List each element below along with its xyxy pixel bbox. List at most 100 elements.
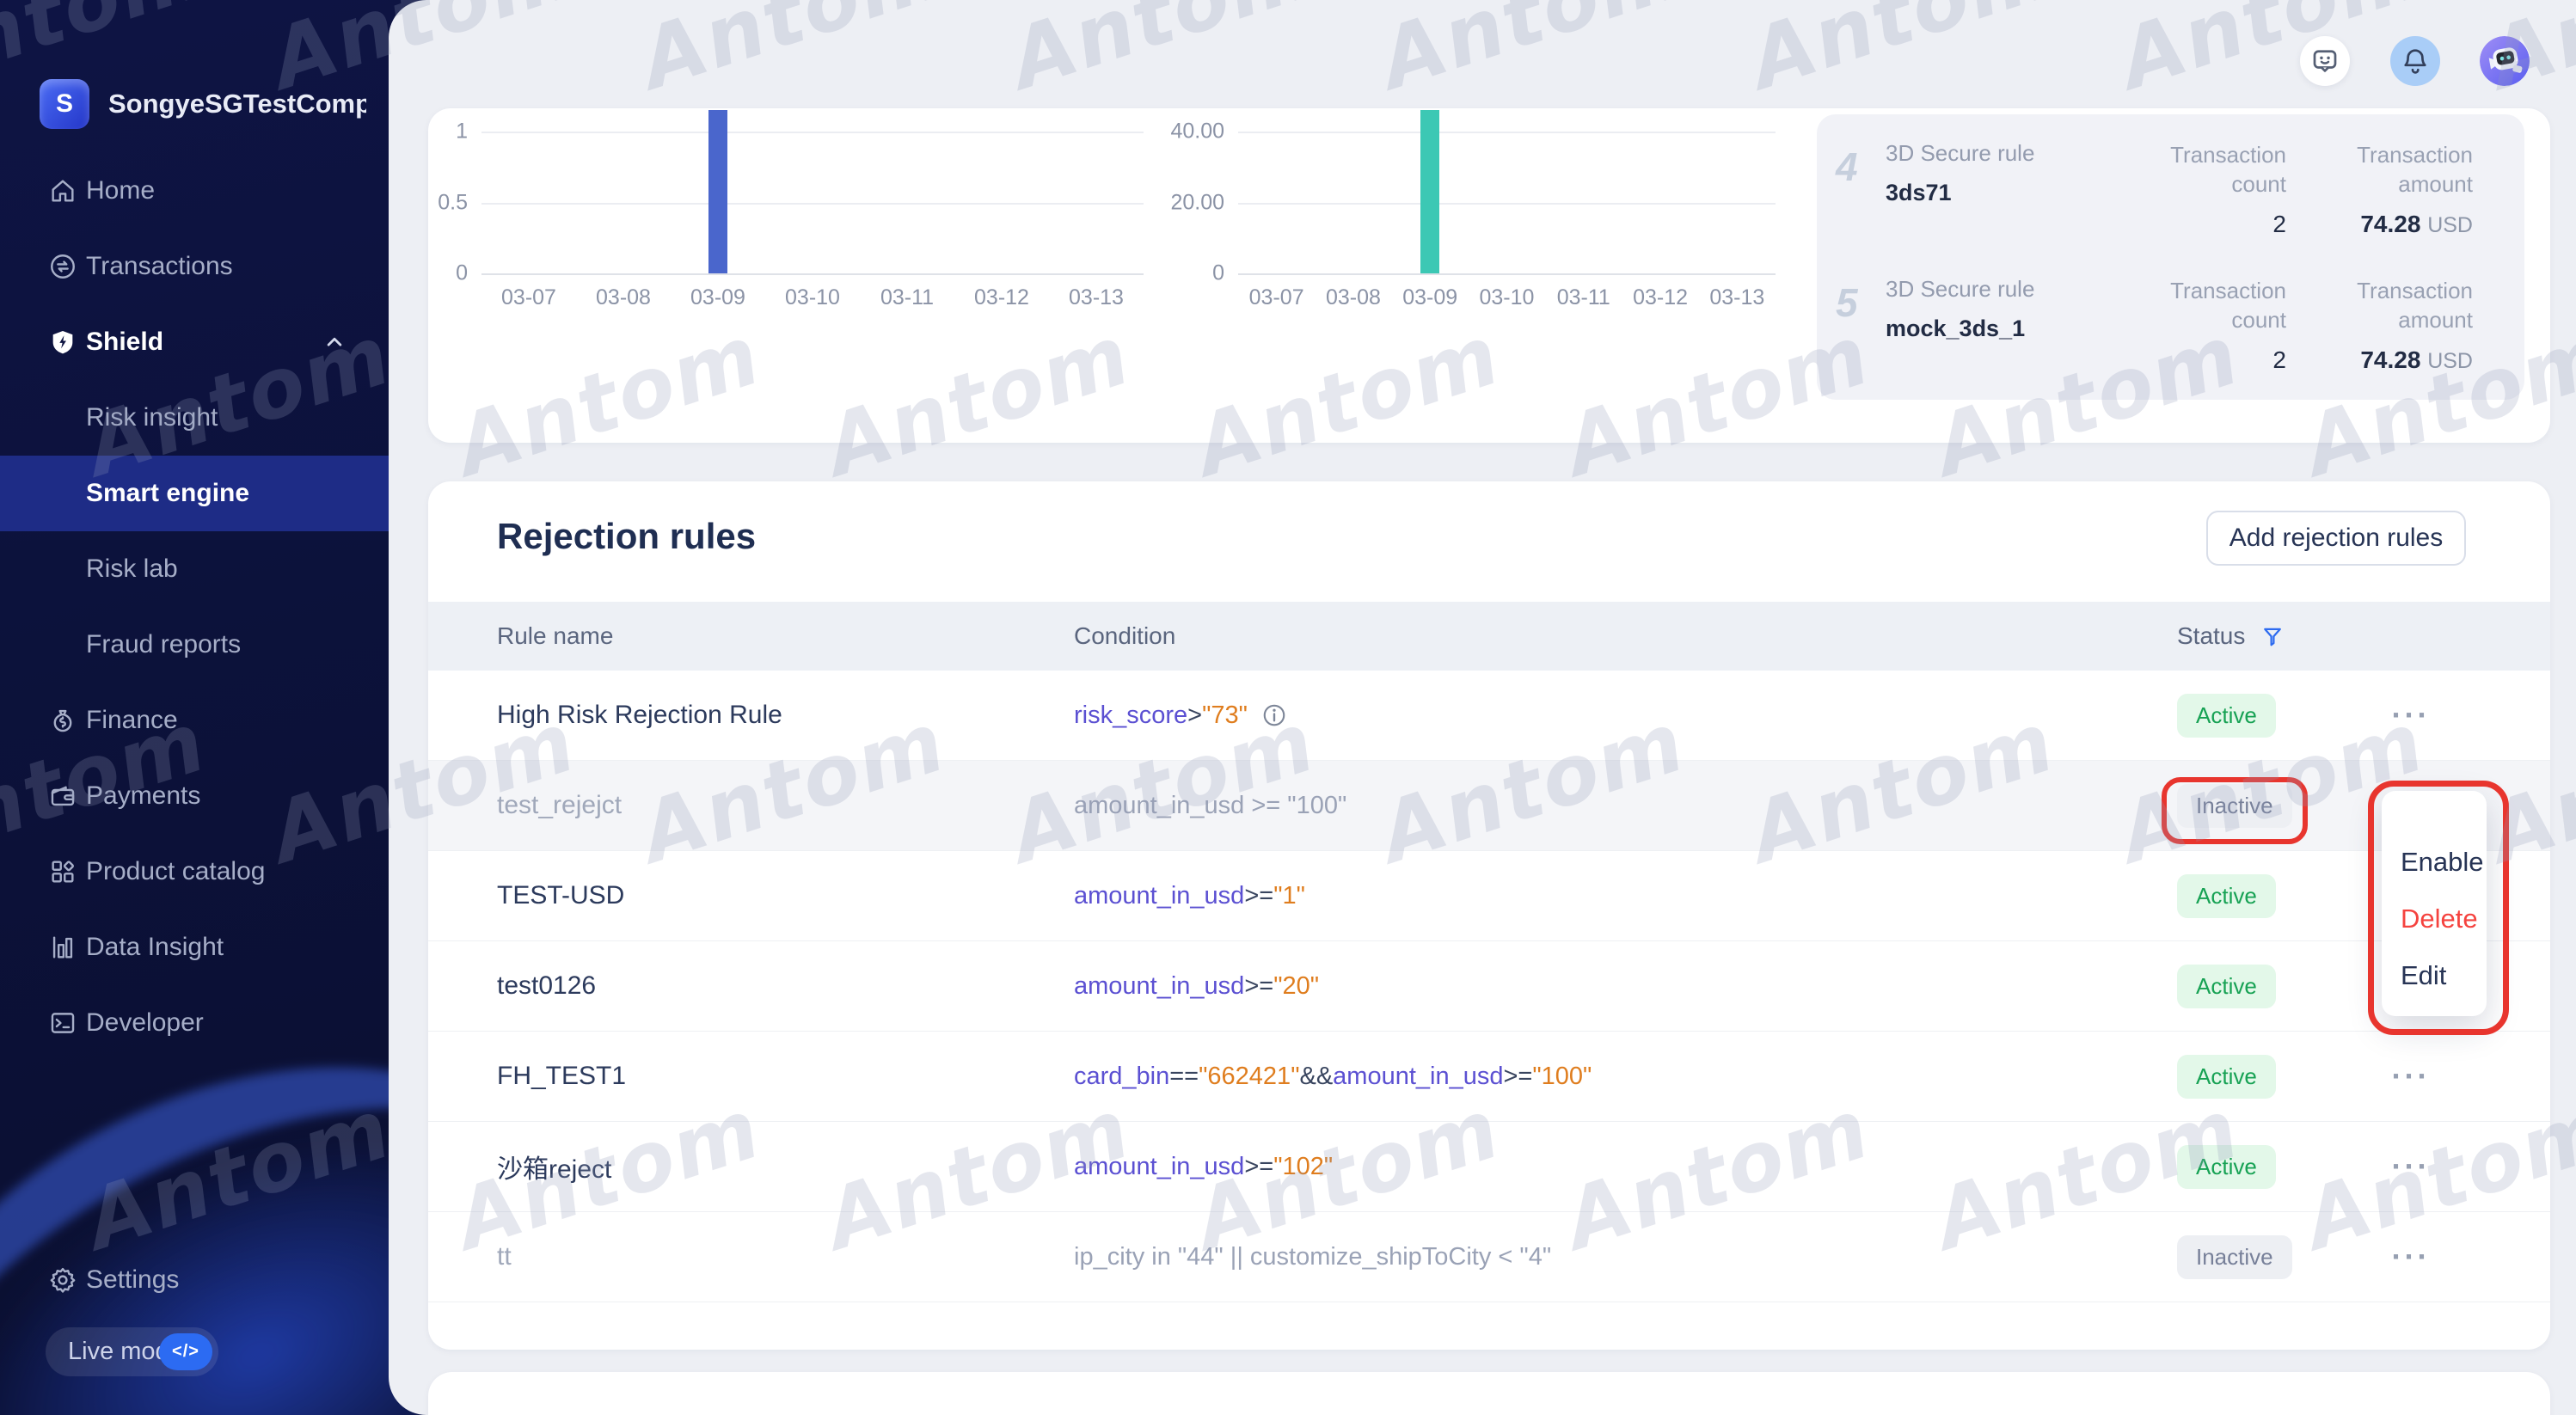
sidebar-item-label: Home bbox=[86, 176, 156, 205]
actions-cell: ··· bbox=[2392, 1061, 2550, 1092]
filter-funnel-icon[interactable] bbox=[2260, 624, 2285, 648]
x-axis-tick-label: 03-12 bbox=[974, 285, 1029, 309]
x-axis-tick-label: 03-09 bbox=[690, 285, 745, 309]
feedback-icon[interactable] bbox=[2300, 36, 2350, 86]
sidebar-item-transactions[interactable]: Transactions bbox=[0, 229, 389, 304]
status-cell: Active bbox=[2177, 1144, 2406, 1189]
transaction-amount: Transaction amount 74.28 USD bbox=[2357, 140, 2473, 238]
condition-token: amount_in_usd bbox=[1333, 1062, 1504, 1090]
x-axis-tick-label: 03-10 bbox=[1479, 285, 1535, 309]
status-cell: Active bbox=[2177, 964, 2406, 1008]
sidebar-item-risk-lab[interactable]: Risk lab bbox=[0, 531, 389, 607]
rule-name: 3ds71 bbox=[1886, 180, 1952, 205]
add-rejection-rules-button[interactable]: Add rejection rules bbox=[2206, 511, 2466, 566]
condition-token: "73" bbox=[1202, 701, 1248, 729]
info-icon[interactable] bbox=[1261, 702, 1287, 728]
assistant-avatar[interactable] bbox=[2480, 36, 2530, 86]
condition-token: "100" bbox=[1532, 1062, 1592, 1090]
x-axis-tick-label: 03-08 bbox=[596, 285, 651, 309]
row-actions-ellipsis[interactable]: ··· bbox=[2391, 1058, 2431, 1093]
merchant-name: SongyeSGTestComp... bbox=[108, 89, 366, 119]
status-badge: Active bbox=[2177, 1054, 2276, 1099]
transaction-amount-label: Transaction amount bbox=[2357, 278, 2473, 333]
shield-icon bbox=[48, 328, 77, 357]
x-axis-tick-label: 03-07 bbox=[1248, 285, 1304, 309]
sidebar-item-finance[interactable]: Finance bbox=[0, 683, 389, 758]
status-cell: Inactive bbox=[2177, 783, 2406, 828]
sidebar-item-shield[interactable]: Shield bbox=[0, 304, 389, 380]
transaction-amount: Transaction amount 74.28 USD bbox=[2357, 276, 2473, 374]
sidebar-item-product-catalog[interactable]: Product catalog bbox=[0, 834, 389, 910]
condition-token: amount_in_usd bbox=[1074, 971, 1245, 1000]
sidebar-item-label: Shield bbox=[86, 328, 164, 356]
sidebar-item-payments[interactable]: Payments bbox=[0, 758, 389, 834]
table-row: High Risk Rejection Rule risk_score > "73… bbox=[428, 671, 2550, 761]
rule-name-cell: tt bbox=[497, 1242, 512, 1271]
context-menu-item-delete[interactable]: Delete bbox=[2401, 904, 2478, 934]
code-icon[interactable]: </> bbox=[159, 1333, 212, 1370]
condition-cell: amount_in_usd >= "100" bbox=[1074, 792, 2177, 820]
x-axis-tick-label: 03-09 bbox=[1402, 285, 1458, 309]
status-cell: Inactive bbox=[2177, 1234, 2406, 1279]
page-title: Rejection rules bbox=[497, 516, 757, 556]
condition-cell: amount_in_usd >= "20" bbox=[1074, 972, 2177, 1001]
condition-token: > bbox=[1187, 701, 1203, 729]
condition-token: >= bbox=[1244, 971, 1274, 1000]
transactions-icon bbox=[48, 252, 77, 281]
merchant-switcher[interactable]: S SongyeSGTestComp... bbox=[40, 79, 366, 129]
live-mode-toggle[interactable]: Live mode </> bbox=[46, 1327, 218, 1376]
sidebar-item-label: Data Insight bbox=[86, 933, 224, 961]
sidebar-item-risk-insight[interactable]: Risk insight bbox=[0, 380, 389, 456]
x-axis-tick-label: 03-11 bbox=[880, 285, 935, 309]
sidebar-item-label: Transactions bbox=[86, 252, 233, 280]
condition-cell: card_bin == "662421" && amount_in_usd >=… bbox=[1074, 1063, 2177, 1091]
sidebar-item-home[interactable]: Home bbox=[0, 153, 389, 229]
sidebar-item-developer[interactable]: Developer bbox=[0, 985, 389, 1061]
currency-label: USD bbox=[2427, 213, 2473, 237]
y-axis-tick-label: 0 bbox=[456, 260, 468, 285]
status-badge: Active bbox=[2177, 964, 2276, 1008]
rule-name-cell: FH_TEST1 bbox=[497, 1062, 627, 1090]
sidebar-item-data-insight[interactable]: Data Insight bbox=[0, 910, 389, 985]
transaction-amount-chart: 0 20.00 40.00 03-07 03-08 03-09 03-10 03-11 03-1… bbox=[1170, 108, 1776, 315]
next-section-card bbox=[428, 1372, 2550, 1415]
row-actions-ellipsis[interactable]: ··· bbox=[2391, 1239, 2431, 1274]
data-insight-icon bbox=[48, 933, 77, 962]
notifications-bell-icon[interactable] bbox=[2390, 36, 2440, 86]
sidebar-item-label: Risk insight bbox=[86, 403, 218, 432]
status-cell: Active bbox=[2177, 693, 2406, 738]
sidebar-item-smart-engine[interactable]: Smart engine bbox=[0, 456, 389, 531]
row-context-menu: Enable Delete Edit bbox=[2382, 791, 2487, 1016]
context-menu-item-enable[interactable]: Enable bbox=[2401, 847, 2484, 877]
bar-03-09 bbox=[708, 110, 727, 273]
rule-type-label: 3D Secure rule bbox=[1886, 276, 2035, 302]
condition-cell: ip_city in "44" || customize_shipToCity … bbox=[1074, 1243, 2177, 1271]
transaction-count-value: 2 bbox=[2272, 211, 2286, 237]
x-axis-labels: 03-07 03-08 03-09 03-10 03-11 03-12 03-13 bbox=[1238, 285, 1776, 310]
rule-name-cell: TEST-USD bbox=[497, 881, 625, 910]
sidebar-item-settings[interactable]: Settings bbox=[0, 1242, 389, 1318]
context-menu-item-edit[interactable]: Edit bbox=[2401, 960, 2447, 990]
rule-name: mock_3ds_1 bbox=[1886, 315, 2026, 341]
payments-icon bbox=[48, 781, 77, 811]
row-actions-ellipsis[interactable]: ··· bbox=[2391, 1149, 2431, 1184]
rejection-rules-card: Rejection rules Add rejection rules Rule… bbox=[428, 481, 2550, 1350]
sidebar-item-fraud-reports[interactable]: Fraud reports bbox=[0, 607, 389, 683]
condition-token: amount_in_usd bbox=[1074, 1152, 1245, 1180]
rule-name-cell: test0126 bbox=[497, 971, 597, 1000]
sidebar-item-label: Fraud reports bbox=[86, 630, 242, 658]
condition-token: "102" bbox=[1273, 1152, 1334, 1180]
status-cell: Active bbox=[2177, 873, 2406, 918]
transaction-count-chart: 0 0.5 1 03-07 03-08 03-09 03-10 03-11 03-12 03-13 bbox=[438, 108, 1144, 315]
rule-rank: 4 bbox=[1836, 144, 1858, 189]
y-axis-tick-label: 0.5 bbox=[438, 190, 468, 214]
condition-token: >= bbox=[1244, 881, 1274, 910]
row-actions-ellipsis[interactable]: ··· bbox=[2391, 697, 2431, 732]
rule-name-cell: High Risk Rejection Rule bbox=[497, 701, 782, 729]
actions-cell: ··· bbox=[2392, 1241, 2550, 1272]
condition-token: >= bbox=[1244, 1152, 1274, 1180]
transaction-count-value: 2 bbox=[2272, 346, 2286, 373]
